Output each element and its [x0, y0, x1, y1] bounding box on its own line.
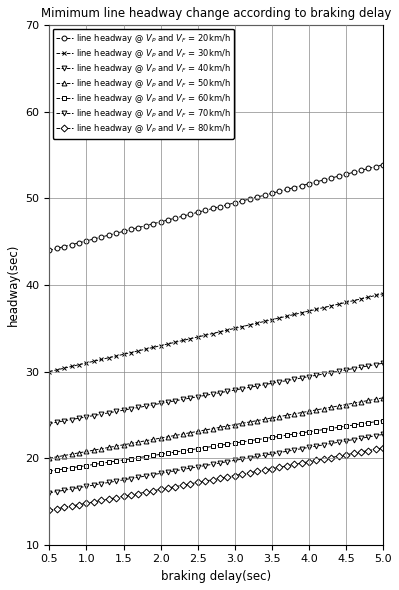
Legend: line headway @ $V_P$ and $V_F$ = 20km/h, line headway @ $V_P$ and $V_F$ = 30km/h: line headway @ $V_P$ and $V_F$ = 20km/h,…: [53, 28, 234, 139]
Title: Mimimum line headway change according to braking delay: Mimimum line headway change according to…: [41, 7, 391, 20]
Y-axis label: headway(sec): headway(sec): [7, 244, 20, 326]
X-axis label: braking delay(sec): braking delay(sec): [161, 570, 271, 583]
